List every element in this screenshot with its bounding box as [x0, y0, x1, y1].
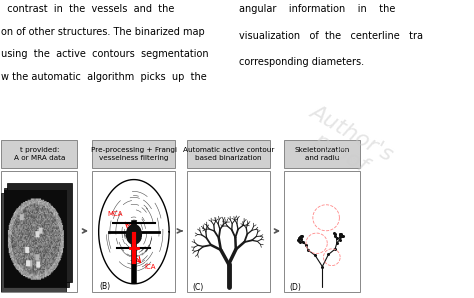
Text: contrast  in  the  vessels  and  the: contrast in the vessels and the [1, 4, 175, 15]
Bar [284, 171, 360, 292]
Bar [1, 171, 77, 292]
Text: Automatic active contour
based binarization: Automatic active contour based binarizat… [183, 147, 274, 161]
Text: t provided:
A or MRA data: t provided: A or MRA data [14, 147, 65, 161]
Text: Skeletonization
and radiu: Skeletonization and radiu [295, 147, 350, 161]
Text: Pre-processing + Frangi
vesselness filtering: Pre-processing + Frangi vesselness filte… [91, 147, 177, 161]
Text: w the automatic  algorithm  picks  up  the: w the automatic algorithm picks up the [1, 72, 207, 82]
Text: (B): (B) [100, 282, 110, 291]
Bar [92, 171, 175, 292]
Text: corresponding diameters.: corresponding diameters. [239, 57, 365, 67]
Text: ICA: ICA [144, 264, 156, 270]
Text: using  the  active  contours  segmentation: using the active contours segmentation [1, 49, 209, 59]
Text: (C): (C) [192, 283, 203, 292]
Text: angular    information    in    the: angular information in the [239, 4, 396, 15]
Bar [187, 140, 270, 168]
Bar [1, 193, 66, 292]
Bar [187, 171, 270, 292]
Text: on of other structures. The binarized map: on of other structures. The binarized ma… [1, 27, 205, 37]
Text: MCA: MCA [107, 211, 122, 217]
Bar [4, 188, 69, 287]
Bar [92, 140, 175, 168]
Bar [8, 183, 72, 283]
Text: (D): (D) [289, 283, 301, 292]
Circle shape [127, 225, 141, 244]
Bar [284, 140, 360, 168]
Text: visualization   of  the   centerline   tra: visualization of the centerline tra [239, 31, 423, 41]
Text: Author's
proof: Author's proof [295, 101, 397, 185]
Bar [1, 140, 77, 168]
